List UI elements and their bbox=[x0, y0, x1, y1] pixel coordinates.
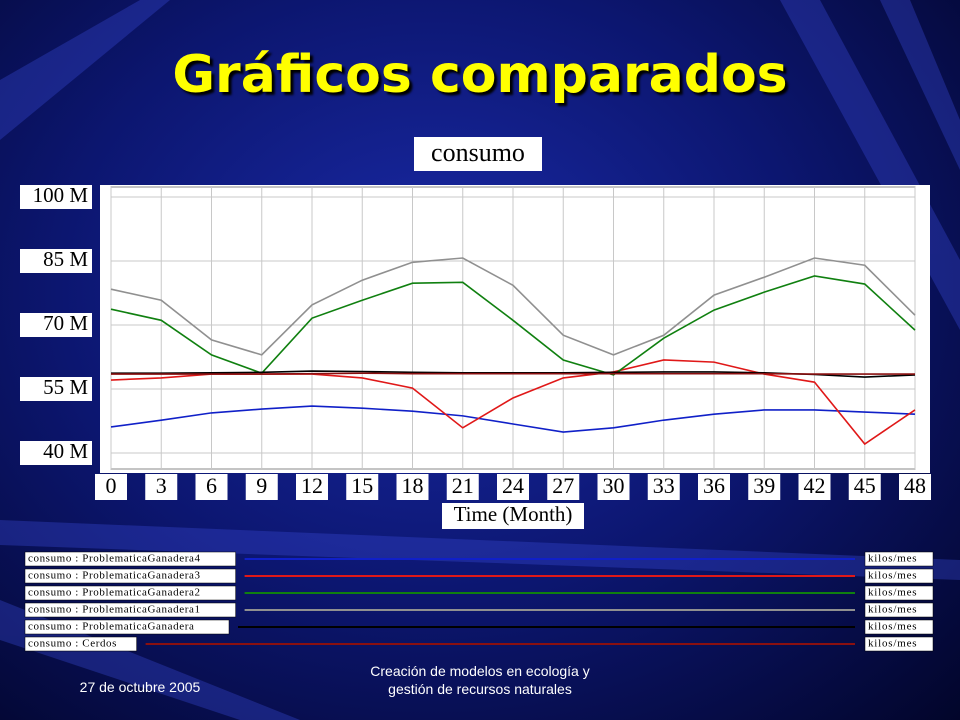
y-tick-box bbox=[20, 441, 92, 465]
x-tick-box bbox=[597, 474, 630, 500]
y-tick-label: 85 M bbox=[43, 247, 88, 271]
legend-unit-box bbox=[864, 551, 934, 567]
x-tick-label: 0 bbox=[106, 473, 117, 498]
x-tick-box bbox=[798, 474, 831, 500]
x-tick-box bbox=[396, 474, 429, 500]
y-tick-label: 55 M bbox=[43, 375, 88, 399]
legend-unit-box bbox=[864, 568, 934, 584]
footer-text: gestión de recursos naturales bbox=[388, 681, 572, 697]
legend-unit-box bbox=[864, 585, 934, 601]
slide-title: Gráficos comparados bbox=[172, 45, 787, 105]
x-tick-box bbox=[296, 474, 328, 500]
legend-box bbox=[24, 568, 236, 584]
x-tick-label: 30 bbox=[603, 473, 625, 498]
footer-text: Creación de modelos en ecología y bbox=[370, 663, 589, 679]
legend-unit: kilos/mes bbox=[868, 621, 917, 633]
x-tick-box bbox=[698, 474, 730, 500]
x-tick-label: 3 bbox=[156, 473, 167, 498]
legend-unit: kilos/mes bbox=[868, 570, 917, 582]
x-tick-box bbox=[899, 474, 931, 500]
x-label-box bbox=[442, 503, 584, 529]
legend-label: consumo : ProblematicaGanadera4 bbox=[28, 553, 201, 565]
x-tick-box bbox=[346, 474, 379, 500]
legend-box bbox=[24, 619, 230, 635]
legend-unit-box bbox=[864, 619, 934, 635]
series-line bbox=[110, 257, 916, 356]
y-tick-label: 100 M bbox=[33, 183, 89, 207]
x-tick-label: 6 bbox=[206, 473, 217, 498]
legend-label: consumo : ProblematicaGanadera2 bbox=[28, 587, 201, 599]
legend-label: consumo : ProblematicaGanadera1 bbox=[28, 604, 201, 616]
x-tick-label: 24 bbox=[502, 473, 524, 498]
y-tick-label: 40 M bbox=[43, 439, 88, 463]
x-tick-box bbox=[647, 474, 680, 500]
x-tick-box bbox=[446, 474, 479, 500]
x-tick-box bbox=[748, 474, 781, 500]
y-tick-label: 70 M bbox=[43, 311, 88, 335]
y-tick-box bbox=[20, 185, 92, 209]
legend-unit-box bbox=[864, 602, 934, 618]
x-tick-label: 12 bbox=[301, 473, 323, 498]
legend-unit: kilos/mes bbox=[868, 587, 917, 599]
x-tick-box bbox=[95, 474, 127, 500]
legend-label: consumo : ProblematicaGanadera bbox=[28, 621, 194, 633]
series-line bbox=[111, 372, 915, 375]
plot-background bbox=[100, 185, 930, 473]
x-tick-label: 42 bbox=[804, 473, 826, 498]
legend-unit: kilos/mes bbox=[868, 553, 917, 565]
x-axis-label: Time (Month) bbox=[454, 502, 573, 526]
y-tick-box bbox=[20, 249, 92, 273]
legend-label: consumo : ProblematicaGanadera3 bbox=[28, 570, 201, 582]
x-tick-label: 48 bbox=[904, 473, 926, 498]
x-tick-label: 21 bbox=[452, 473, 474, 498]
legend-unit: kilos/mes bbox=[868, 638, 917, 650]
legend-unit: kilos/mes bbox=[868, 604, 917, 616]
x-tick-box bbox=[245, 474, 278, 500]
x-tick-label: 33 bbox=[653, 473, 675, 498]
series-line bbox=[110, 405, 916, 433]
legend-box bbox=[24, 585, 236, 601]
x-tick-box bbox=[145, 474, 178, 500]
x-tick-label: 39 bbox=[753, 473, 775, 498]
legend-box bbox=[24, 602, 236, 618]
x-tick-box bbox=[497, 474, 529, 500]
chart-title: consumo bbox=[431, 138, 525, 167]
footer-date: 27 de octubre 2005 bbox=[80, 679, 201, 695]
x-tick-label: 45 bbox=[854, 473, 876, 498]
legend-box bbox=[24, 551, 236, 567]
x-tick-label: 36 bbox=[703, 473, 725, 498]
x-tick-label: 18 bbox=[402, 473, 424, 498]
chart-title-box bbox=[414, 137, 542, 171]
legend-unit-box bbox=[864, 636, 934, 652]
x-tick-box bbox=[547, 474, 580, 500]
x-tick-label: 15 bbox=[351, 473, 373, 498]
x-tick-label: 27 bbox=[552, 473, 574, 498]
legend-box bbox=[24, 636, 137, 652]
series-line bbox=[110, 275, 916, 376]
x-tick-label: 9 bbox=[256, 473, 267, 498]
x-tick-box bbox=[195, 474, 228, 500]
x-tick-box bbox=[848, 474, 881, 500]
y-tick-box bbox=[20, 313, 92, 337]
y-tick-box bbox=[20, 377, 92, 401]
legend-label: consumo : Cerdos bbox=[28, 638, 117, 650]
